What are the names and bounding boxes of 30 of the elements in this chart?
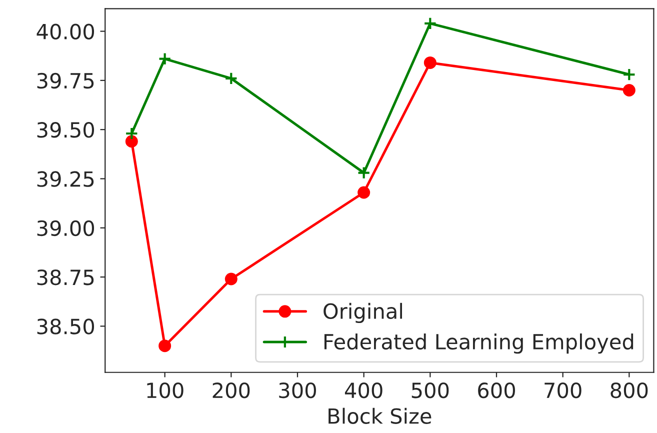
legend-label: Original bbox=[324, 302, 402, 324]
point bbox=[424, 56, 436, 69]
x-tick-label: 300 bbox=[279, 382, 316, 398]
x-tick-label: 200 bbox=[212, 382, 250, 398]
x-axis-title: Block Size bbox=[328, 408, 432, 424]
point bbox=[357, 166, 370, 180]
point bbox=[125, 135, 138, 148]
point bbox=[358, 186, 370, 199]
point bbox=[622, 68, 636, 82]
point bbox=[424, 16, 437, 30]
x-tick-label: 100 bbox=[147, 382, 184, 398]
x-tick-label: 600 bbox=[478, 382, 515, 398]
y-tick-label: 40.00 bbox=[36, 24, 94, 40]
x-tick-label: 700 bbox=[544, 382, 582, 398]
x-tick-label: 500 bbox=[412, 382, 449, 398]
legend-label: Federated Learning Employed bbox=[324, 333, 634, 354]
y-tick-label: 38.50 bbox=[37, 318, 94, 334]
point bbox=[125, 126, 138, 140]
y-tick-label: 39.75 bbox=[37, 72, 94, 89]
point bbox=[224, 72, 238, 86]
y-tick-label: 39.25 bbox=[37, 171, 94, 187]
y-tick-label: 38.75 bbox=[37, 269, 94, 286]
y-tick-label: 39.00 bbox=[37, 220, 94, 236]
x-tick-label: 400 bbox=[344, 382, 382, 398]
point bbox=[158, 340, 172, 352]
y-tick-label: 39.50 bbox=[37, 122, 94, 138]
point bbox=[622, 84, 636, 96]
point bbox=[158, 52, 172, 66]
x-tick-label: 800 bbox=[610, 382, 648, 398]
point bbox=[224, 272, 238, 286]
